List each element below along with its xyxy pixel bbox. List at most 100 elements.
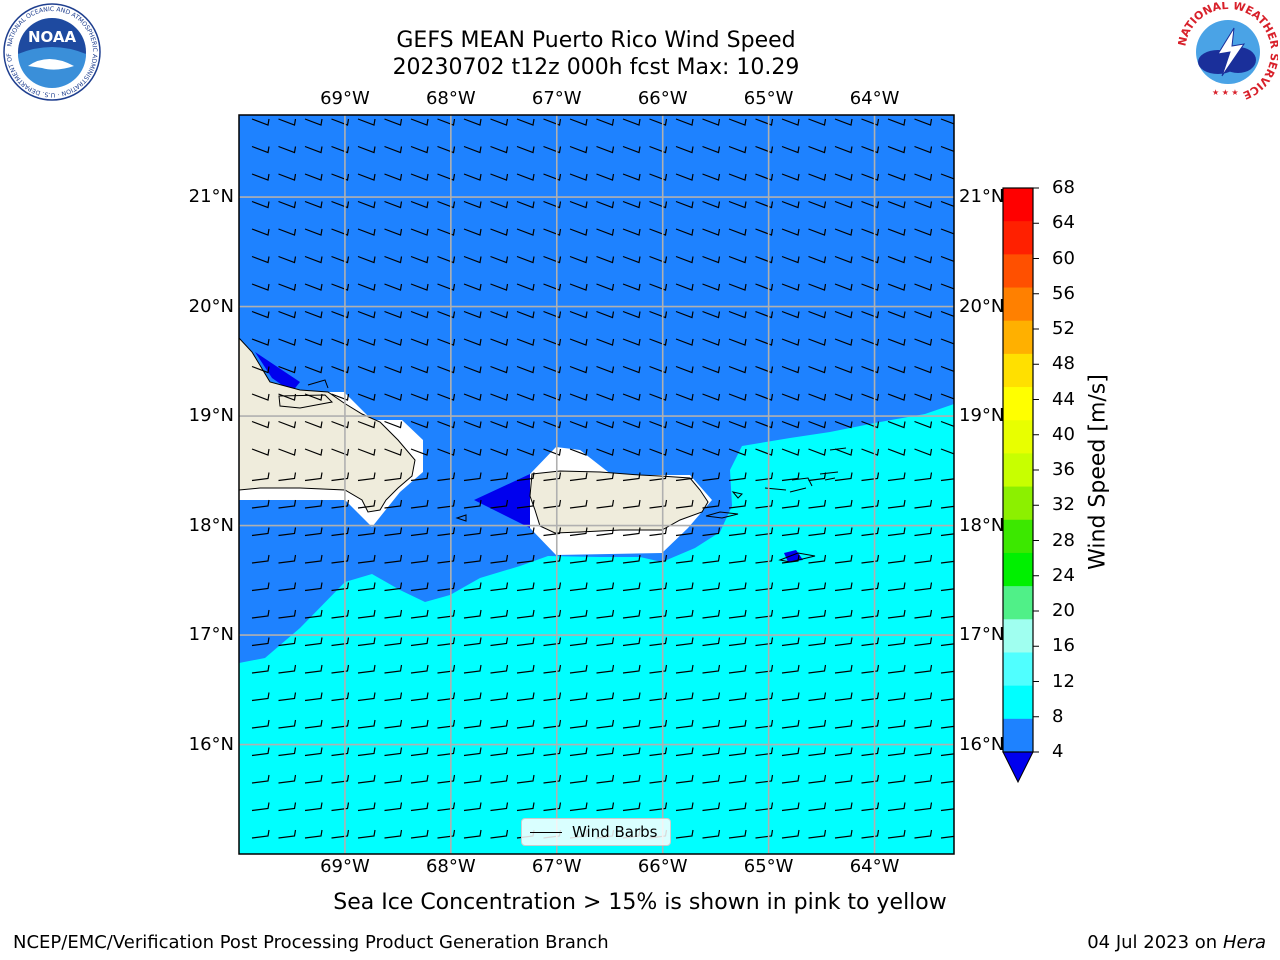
wind-barb	[278, 283, 297, 291]
wind-barb	[622, 747, 641, 757]
wind-barb	[914, 283, 933, 291]
wind-barb	[914, 448, 933, 456]
wind-barb	[543, 692, 562, 702]
wind-barb	[781, 499, 800, 509]
wind-barb	[622, 582, 641, 592]
wind-barb	[755, 829, 774, 839]
wind-barb	[808, 118, 827, 126]
wind-barb	[834, 200, 853, 209]
colorbar-segment	[1003, 221, 1033, 255]
wind-barb	[463, 420, 482, 429]
colorbar-segment	[1003, 685, 1033, 720]
wind-barb	[569, 448, 588, 456]
wind-barb	[596, 118, 615, 126]
wind-barb	[675, 448, 694, 456]
wind-barb	[940, 808, 954, 812]
wind-barb	[834, 338, 853, 346]
wind-barb	[278, 200, 297, 209]
wind-barb	[569, 310, 588, 319]
wind-barb	[437, 228, 456, 236]
wind-barb	[728, 719, 747, 729]
wind-barb	[516, 774, 535, 784]
land-mona	[455, 514, 467, 522]
wind-barb	[278, 420, 297, 429]
wind-barb	[437, 200, 456, 209]
wind-barb	[834, 802, 853, 812]
wind-barb	[940, 420, 954, 428]
wind-barb	[463, 118, 482, 126]
wind-barb	[834, 173, 853, 181]
wind-barb	[410, 829, 429, 839]
wind-barb	[728, 118, 747, 126]
wind-barb	[251, 255, 270, 264]
colorbar-tick-label: 36	[1052, 459, 1075, 480]
wind-barb	[410, 664, 429, 674]
wind-barb	[649, 365, 668, 374]
wind-barb	[649, 255, 668, 264]
wind-barb	[781, 747, 800, 757]
wind-barb	[437, 118, 456, 126]
graticule	[239, 115, 954, 854]
wind-barb	[887, 310, 906, 319]
wind-barb	[861, 829, 880, 839]
wind-barb	[728, 664, 747, 674]
wind-barb	[516, 338, 535, 346]
wind-barb	[251, 692, 270, 702]
wind-barb	[596, 609, 615, 619]
wind-barb	[463, 747, 482, 757]
wind-barb	[861, 310, 880, 319]
wind-barb	[463, 527, 482, 537]
wind-barb	[914, 420, 933, 429]
wind-barb	[410, 365, 429, 374]
wind-barb	[781, 283, 800, 291]
wind-barb	[490, 747, 509, 757]
wind-barb	[808, 200, 827, 209]
wind-barb	[702, 173, 721, 181]
land-virgin-islands	[764, 471, 839, 493]
wind-barb	[384, 664, 403, 674]
wind-barb	[331, 802, 350, 812]
wind-barb	[357, 255, 376, 264]
wind-barb	[887, 527, 906, 537]
wind-barb	[887, 802, 906, 812]
wind-barb	[808, 472, 827, 482]
wind-barb	[278, 774, 297, 784]
wind-barb	[596, 145, 615, 154]
wind-barb	[463, 200, 482, 209]
wind-barb	[569, 527, 588, 537]
wind-barb	[304, 692, 323, 702]
wind-barb	[940, 365, 954, 373]
wind-barb	[702, 228, 721, 236]
wind-barb	[437, 774, 456, 784]
wind-barb	[808, 145, 827, 154]
wind-barb	[304, 255, 323, 264]
wind-barb	[251, 664, 270, 674]
wind-barb	[861, 283, 880, 291]
wind-barb	[940, 615, 954, 619]
wind-barb	[834, 283, 853, 291]
wind-barb	[543, 802, 562, 812]
wind-barb	[649, 173, 668, 181]
wind-barb	[278, 554, 297, 564]
wind-barb	[781, 118, 800, 126]
lon-label-bottom: 68°W	[425, 856, 476, 877]
wind-barb	[516, 255, 535, 264]
wind-barb	[808, 609, 827, 619]
wind-barb	[781, 200, 800, 209]
wind-barb	[702, 365, 721, 374]
wind-barb	[357, 118, 376, 126]
wind-barb	[543, 173, 562, 181]
wind-barb	[569, 228, 588, 236]
wind-barb	[410, 173, 429, 181]
wind-barb	[596, 472, 615, 482]
wind-barb	[834, 829, 853, 839]
wind-barb	[675, 554, 694, 564]
wind-barb	[755, 554, 774, 564]
wind-barb	[755, 637, 774, 647]
colorbar-tick-label: 44	[1052, 388, 1075, 410]
wind-barb	[357, 145, 376, 154]
wind-barb	[410, 118, 429, 126]
wind-barb	[887, 338, 906, 346]
wind-barb	[808, 829, 827, 839]
wind-barb	[834, 118, 853, 126]
